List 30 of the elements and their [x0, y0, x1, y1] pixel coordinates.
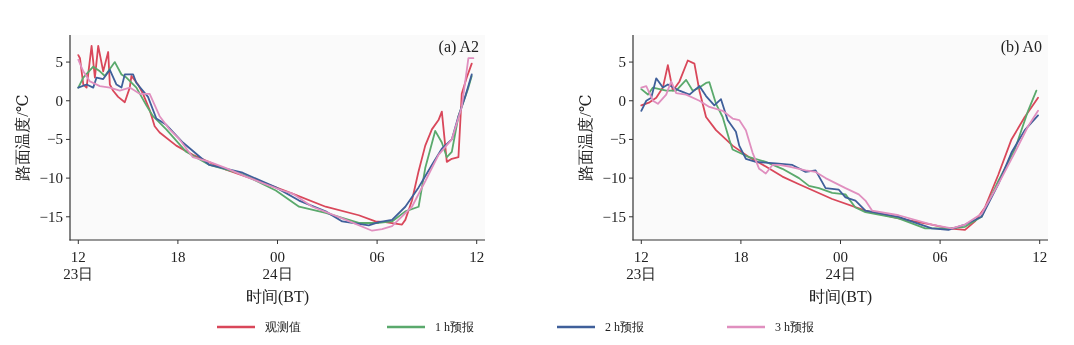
y-tick-label: −10	[39, 170, 63, 187]
x-tick-label: 18	[170, 249, 186, 265]
y-tick-label: −5	[610, 131, 626, 148]
x-tick-label: 00 24日	[825, 249, 856, 282]
chart-title: (b) A0	[1000, 38, 1042, 56]
x-tick-label: 12 23日	[63, 249, 94, 282]
y-tick-label: 5	[618, 54, 626, 71]
y-tick-label: −15	[602, 208, 626, 225]
x-tick-label: 00 24日	[262, 249, 293, 282]
x-tick-label: 06	[369, 249, 386, 265]
x-tick-label: 12	[1032, 249, 1048, 265]
y-tick-label: 5	[55, 54, 63, 71]
y-tick-label: 0	[55, 92, 63, 109]
x-axis-title: 时间(BT)	[808, 288, 873, 306]
legend-label: 3 h预报	[775, 320, 814, 334]
x-tick-label: 06	[932, 249, 949, 265]
legend-label: 观测值	[265, 320, 301, 334]
y-tick-label: −5	[47, 131, 63, 148]
x-axis-title: 时间(BT)	[245, 288, 310, 306]
x-tick-label: 12 23日	[626, 249, 657, 282]
x-tick-label: 12	[469, 249, 485, 265]
x-tick-label: 18	[733, 249, 749, 265]
y-axis-title: 路面温度/℃	[14, 94, 31, 181]
y-axis-title: 路面温度/℃	[577, 94, 594, 181]
y-tick-label: −10	[602, 170, 626, 187]
y-tick-label: −15	[39, 208, 63, 225]
legend-label: 1 h预报	[435, 320, 474, 334]
legend-label: 2 h预报	[605, 320, 644, 334]
y-tick-label: 0	[618, 92, 626, 109]
chart-title: (a) A2	[438, 38, 479, 56]
